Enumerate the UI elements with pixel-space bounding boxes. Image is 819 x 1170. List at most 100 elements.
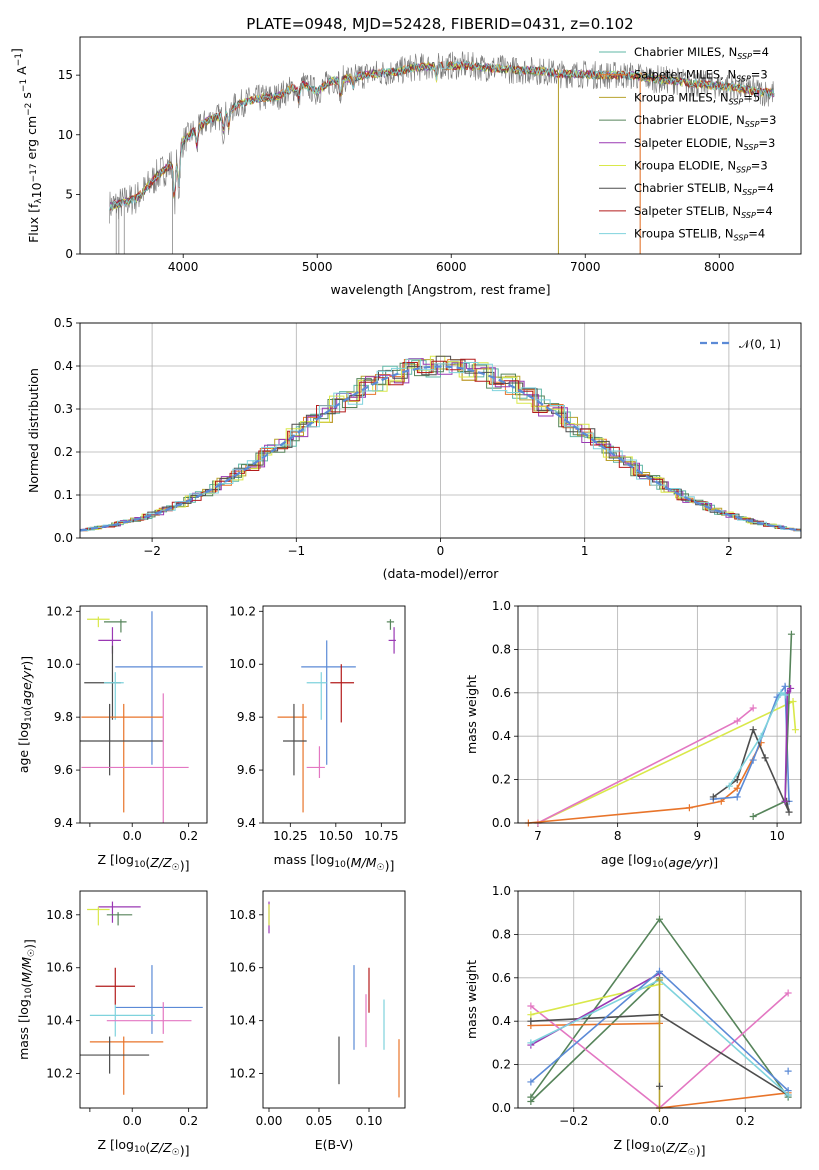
point-marker xyxy=(787,630,795,638)
x-tick-label: 0 xyxy=(437,544,445,558)
point-marker xyxy=(656,967,663,975)
x-tick-label: −1 xyxy=(287,544,305,558)
x-tick-label: 0.2 xyxy=(736,1114,755,1128)
x-tick-label: 5000 xyxy=(302,260,333,274)
x-axis-label: wavelength [Angstrom, rest frame] xyxy=(330,282,550,297)
x-tick-label: 0.0 xyxy=(650,1114,669,1128)
point-marker xyxy=(749,726,757,734)
legend-label: Kroupa MILES, NSSP=5 xyxy=(634,90,760,106)
y-tick-label: 0.6 xyxy=(492,686,511,700)
y-tick-label: 0.8 xyxy=(492,642,511,656)
weight-series xyxy=(530,972,660,1046)
chart-mass-vs-Z: 0.0 0.2 10.2 10.4 10.6 10.8 Z [log10(Z/Z☉)] mas… xyxy=(16,890,208,1158)
point-marker xyxy=(527,1039,535,1047)
x-tick-label: 4000 xyxy=(168,260,199,274)
y-axis-label: mass weight xyxy=(464,675,479,754)
point-marker xyxy=(527,1097,535,1105)
point-marker xyxy=(725,782,733,790)
axes-frame xyxy=(79,890,208,1109)
x-axis-label: age [log10(age/yr)] xyxy=(601,852,718,870)
y-tick-label: 10.0 xyxy=(46,657,73,671)
y-tick-label: 1.0 xyxy=(492,599,511,613)
y-tick-label: 0.0 xyxy=(54,531,73,545)
point-marker xyxy=(527,1078,535,1086)
chart-spectrum: 4000 5000 6000 7000 8000 0 5 10 15 Chabrier MILES… xyxy=(9,36,802,297)
weight-series xyxy=(712,727,790,813)
axes-frame xyxy=(79,605,208,824)
x-tick-label: 0.2 xyxy=(179,829,198,843)
y-tick-label: 0.4 xyxy=(492,1014,511,1028)
x-axis-label: Z [log10(Z/Z☉)] xyxy=(98,852,190,873)
point-marker xyxy=(527,1011,535,1019)
figure-title: PLATE=0948, MJD=52428, FIBERID=0431, z=0… xyxy=(246,15,633,33)
chart-mass-weight-vs-age: 7 8 9 10 0.0 0.2 0.4 0.6 0.8 1.0 age [log10(age/yr… xyxy=(464,599,802,870)
legend-label: 𝒩(0, 1) xyxy=(739,337,781,351)
y-tick-label: 5 xyxy=(65,187,73,201)
x-tick-label: 8000 xyxy=(704,260,735,274)
x-tick-label: 2 xyxy=(725,544,733,558)
x-tick-label: 10.75 xyxy=(364,829,398,843)
y-tick-label: 10.2 xyxy=(46,1067,73,1081)
histogram-series xyxy=(80,358,801,532)
point-marker xyxy=(685,804,693,812)
weight-series xyxy=(713,683,790,802)
point-marker xyxy=(733,784,741,792)
y-tick-label: 9.4 xyxy=(237,816,256,830)
y-tick-label: 0.3 xyxy=(54,402,73,416)
chart-age-vs-Z: 0.0 0.2 9.4 9.6 9.8 10.0 10.2 Z [log10(Z/Z☉)] ag… xyxy=(16,604,208,873)
y-tick-label: 0.5 xyxy=(54,316,73,330)
point-marker xyxy=(757,732,765,740)
legend-label: Salpeter MILES, NSSP=3 xyxy=(634,68,768,84)
point-marker xyxy=(527,1002,535,1010)
y-axis-label: age [log10(age/yr)] xyxy=(16,656,34,773)
point-marker xyxy=(789,697,797,705)
y-tick-label: 10.4 xyxy=(229,1014,256,1028)
x-tick-label: −2 xyxy=(143,544,161,558)
chart-mass-weight-vs-Z: −0.2 0.0 0.2 0.0 0.2 0.4 0.6 0.8 1.0 Z [log10(Z/Z… xyxy=(464,884,802,1158)
y-tick-label: 0.2 xyxy=(54,445,73,459)
y-tick-label: 10.8 xyxy=(229,908,256,922)
point-marker xyxy=(781,691,789,699)
y-tick-label: 10.0 xyxy=(229,657,256,671)
weight-series xyxy=(728,691,786,787)
errorbars xyxy=(268,901,400,1098)
y-tick-label: 0 xyxy=(65,247,73,261)
y-tick-label: 9.6 xyxy=(54,763,73,777)
point-marker xyxy=(784,1067,792,1075)
x-tick-label: −0.2 xyxy=(559,1114,588,1128)
point-marker xyxy=(733,717,741,725)
point-marker xyxy=(733,776,741,784)
weight-series xyxy=(537,707,754,824)
weight-series xyxy=(659,1092,789,1109)
y-tick-label: 0.0 xyxy=(492,1101,511,1115)
y-tick-label: 0.1 xyxy=(54,488,73,502)
y-axis-label: Flux [fλ10−17 erg cm−2 s−1 A−1] xyxy=(9,48,44,243)
x-tick-label: 0.0 xyxy=(123,829,142,843)
x-tick-label: 1 xyxy=(581,544,589,558)
y-tick-label: 9.6 xyxy=(237,763,256,777)
histograms xyxy=(80,355,801,533)
y-tick-label: 9.4 xyxy=(54,816,73,830)
x-tick-label: 9 xyxy=(694,829,702,843)
chart-age-vs-mass: 10.25 10.50 10.75 9.4 9.6 9.8 10.0 10.2 mass [lo… xyxy=(229,604,406,873)
legend: Chabrier MILES, NSSP=4 Salpeter MILES, NS… xyxy=(599,45,776,243)
y-tick-label: 10.2 xyxy=(229,1067,256,1081)
axes-frame xyxy=(79,322,802,539)
point-marker xyxy=(761,754,769,762)
axes-frame xyxy=(262,890,406,1109)
y-tick-label: 0.2 xyxy=(492,773,511,787)
legend-label: Chabrier STELIB, NSSP=4 xyxy=(634,181,774,197)
y-tick-label: 10.8 xyxy=(46,908,73,922)
point-marker xyxy=(791,726,799,734)
point-marker xyxy=(777,689,785,697)
y-tick-label: 0.6 xyxy=(492,971,511,985)
y-tick-label: 0.0 xyxy=(492,816,511,830)
y-tick-label: 0.2 xyxy=(492,1058,511,1072)
model-spectrum xyxy=(109,60,775,211)
y-tick-label: 10 xyxy=(58,128,73,142)
errorbars xyxy=(277,619,396,813)
x-tick-label: 0.10 xyxy=(356,1114,383,1128)
point-marker xyxy=(733,793,741,801)
point-marker xyxy=(781,682,789,690)
